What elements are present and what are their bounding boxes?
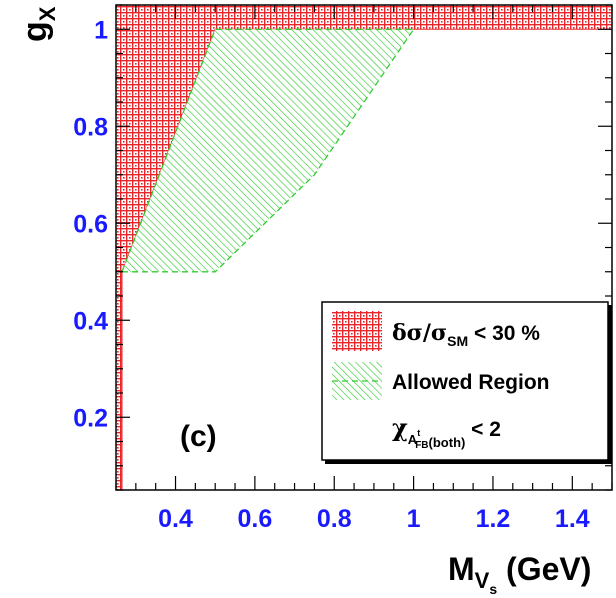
y-tick-label: 0.6 [73,210,108,238]
x-axis-ticks: 0.4 0.6 0.8 1 1.2 1.4 [115,5,613,533]
legend-shadow-right [608,305,612,463]
legend-label-allowed: Allowed Region [392,371,550,394]
y-tick-label: 1 [94,16,108,44]
y-axis-ticks: 0.2 0.4 0.6 0.8 1 [73,4,612,491]
y-tick-label: 0.2 [73,404,108,432]
x-tick-label: 1.2 [476,505,511,533]
y-tick-label: 0.8 [73,113,108,141]
legend-swatch-chi2 [332,414,382,450]
legend-label-chi2: χAt FB(both) < 2 [392,413,501,451]
y-axis-title: gX [16,6,60,42]
x-axis-title: MVs (GeV) [448,551,591,597]
x-tick-label: 0.6 [237,505,272,533]
x-tick-label: 1 [407,505,421,533]
x-tick-label: 1.4 [555,505,590,533]
y-tick-label: 0.4 [73,307,108,335]
legend-shadow-bottom [325,460,612,464]
x-tick-label: 0.8 [317,505,352,533]
legend-swatch-excluded [332,311,382,351]
panel-label: (c) [180,420,217,453]
legend: δσ/σSM < 30 % Allowed Region χAt FB(both)… [321,301,612,464]
x-tick-label: 0.4 [158,505,193,533]
legend-label-excluded: δσ/σSM < 30 % [392,320,540,349]
region-1-0 [121,28,415,273]
